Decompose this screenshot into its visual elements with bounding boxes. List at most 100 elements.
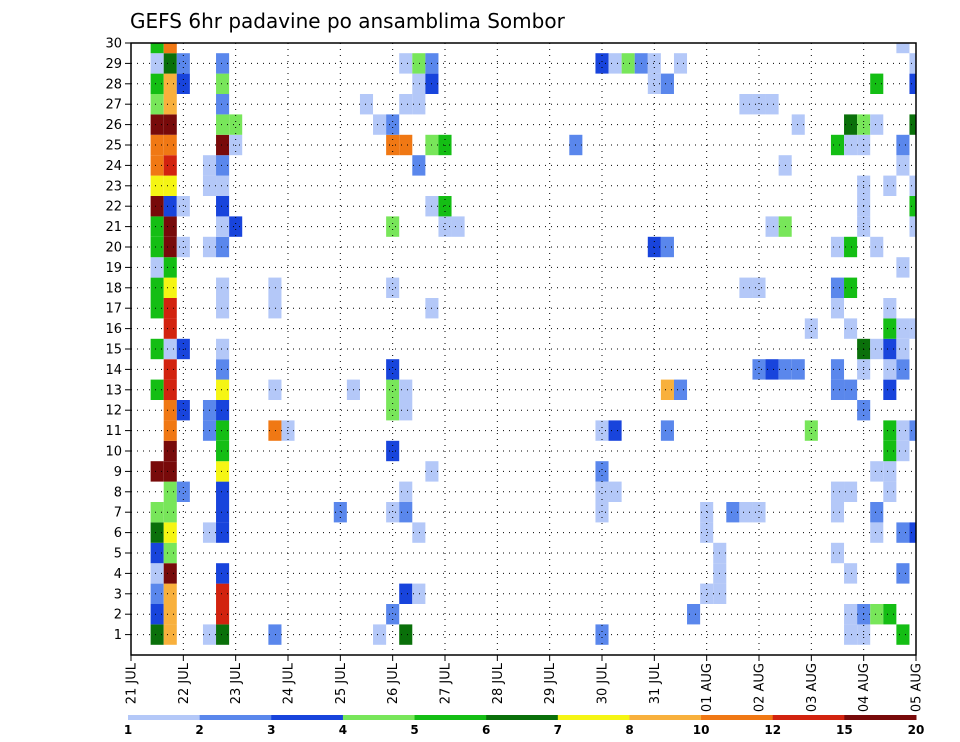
- y-tick-label: 6: [114, 526, 122, 541]
- heatmap-cell: [216, 583, 230, 604]
- heatmap-cell: [268, 277, 282, 298]
- heatmap-cell: [595, 624, 609, 645]
- heatmap-cell: [163, 114, 177, 135]
- heatmap-cell: [386, 359, 400, 380]
- heatmap-cell: [386, 502, 400, 523]
- heatmap-cell: [150, 196, 164, 217]
- x-tick-label: 25 JUL: [334, 662, 349, 704]
- heatmap-cell: [268, 298, 282, 319]
- y-tick-label: 30: [105, 37, 122, 52]
- heatmap-cell: [399, 134, 413, 156]
- heatmap-cell: [216, 604, 230, 625]
- colorbar-swatch: [486, 715, 559, 720]
- heatmap-cell: [883, 359, 897, 380]
- heatmap-cell: [870, 522, 884, 543]
- colorbar-label: 6: [482, 723, 490, 737]
- heatmap-cell: [870, 114, 884, 135]
- y-tick-label: 19: [105, 261, 122, 276]
- heatmap-cell: [830, 379, 845, 400]
- heatmap-cell: [216, 379, 230, 400]
- heatmap-cell: [412, 522, 426, 543]
- heatmap-cell: [595, 481, 609, 502]
- y-tick-label: 23: [105, 179, 122, 194]
- heatmap-cell: [163, 481, 177, 502]
- heatmap-cell: [150, 624, 164, 645]
- x-tick-label: 29 JUL: [543, 662, 558, 704]
- colorbar-label: 1: [124, 723, 132, 737]
- heatmap-cell: [804, 420, 818, 441]
- heatmap-cell: [359, 94, 374, 115]
- heatmap-cell: [216, 53, 230, 74]
- heatmap-cell: [163, 94, 177, 115]
- x-tick-label: 24 JUL: [282, 662, 297, 704]
- heatmap-cell: [216, 563, 230, 584]
- heatmap-cell: [216, 216, 230, 237]
- heatmap-cell: [673, 379, 688, 400]
- heatmap-cell: [150, 134, 164, 156]
- heatmap-cell: [660, 73, 674, 94]
- heatmap-cell: [163, 216, 177, 237]
- heatmap-cell: [216, 338, 230, 360]
- heatmap-cell: [216, 94, 230, 115]
- heatmap-cell: [870, 236, 884, 258]
- heatmap-cell: [883, 318, 897, 339]
- chart-title: GEFS 6hr padavine po ansamblima Sombor: [130, 9, 566, 33]
- colorbar-label: 10: [693, 723, 710, 737]
- heatmap-cell: [216, 522, 230, 543]
- heatmap-cell: [896, 318, 910, 339]
- heatmap-cell: [830, 236, 845, 258]
- heatmap-cell: [386, 400, 400, 421]
- heatmap-cell: [765, 359, 779, 380]
- heatmap-cell: [621, 53, 635, 74]
- x-tick-label: 03 AUG: [805, 663, 820, 712]
- heatmap-cell: [739, 277, 753, 298]
- heatmap-cell: [399, 624, 413, 645]
- heatmap-cell: [752, 277, 766, 298]
- y-tick-label: 8: [114, 485, 122, 500]
- heatmap-cell: [399, 379, 413, 400]
- heatmap-cell: [870, 73, 884, 94]
- y-tick-label: 1: [114, 628, 122, 643]
- heatmap-cell: [752, 359, 766, 380]
- heatmap-cell: [268, 624, 282, 645]
- colorbar-label: 12: [764, 723, 781, 737]
- heatmap-cell: [150, 338, 164, 360]
- y-tick-label: 13: [105, 383, 122, 398]
- heatmap-cell: [163, 461, 177, 482]
- heatmap-cell: [896, 338, 910, 360]
- heatmap-cell: [150, 216, 164, 237]
- y-tick-label: 18: [105, 281, 122, 296]
- x-tick-label: 28 JUL: [491, 662, 506, 704]
- heatmap-cell: [163, 318, 177, 339]
- heatmap-cell: [896, 134, 910, 156]
- x-tick-label: 30 JUL: [596, 662, 611, 704]
- x-tick-label: 31 JUL: [648, 662, 663, 704]
- heatmap-cell: [150, 298, 164, 319]
- heatmap-cell: [791, 359, 805, 380]
- heatmap-cell: [163, 196, 177, 217]
- heatmap-cell: [595, 502, 609, 523]
- colorbar-label: 15: [836, 723, 853, 737]
- y-tick-label: 12: [105, 404, 122, 419]
- heatmap-cell: [752, 94, 766, 115]
- heatmap-cell: [229, 114, 243, 135]
- heatmap-cell: [830, 298, 845, 319]
- heatmap-cell: [438, 216, 452, 237]
- y-tick-label: 15: [105, 343, 122, 358]
- colorbar-swatch: [271, 715, 344, 720]
- colorbar-label: 7: [554, 723, 562, 737]
- y-tick-label: 7: [114, 506, 122, 521]
- heatmap-cell: [687, 604, 701, 625]
- colorbar-swatch: [701, 715, 774, 720]
- heatmap-cell: [896, 43, 910, 54]
- heatmap-cell: [163, 400, 177, 421]
- heatmap-cell: [844, 318, 858, 339]
- heatmap-cell: [844, 481, 858, 502]
- heatmap-cell: [608, 481, 622, 502]
- y-tick-label: 22: [105, 200, 122, 215]
- heatmap-cell: [176, 73, 190, 94]
- heatmap-cell: [150, 155, 164, 176]
- colorbar-swatch: [557, 715, 630, 720]
- heatmap-cell: [163, 359, 177, 380]
- heatmap-cell: [163, 583, 177, 604]
